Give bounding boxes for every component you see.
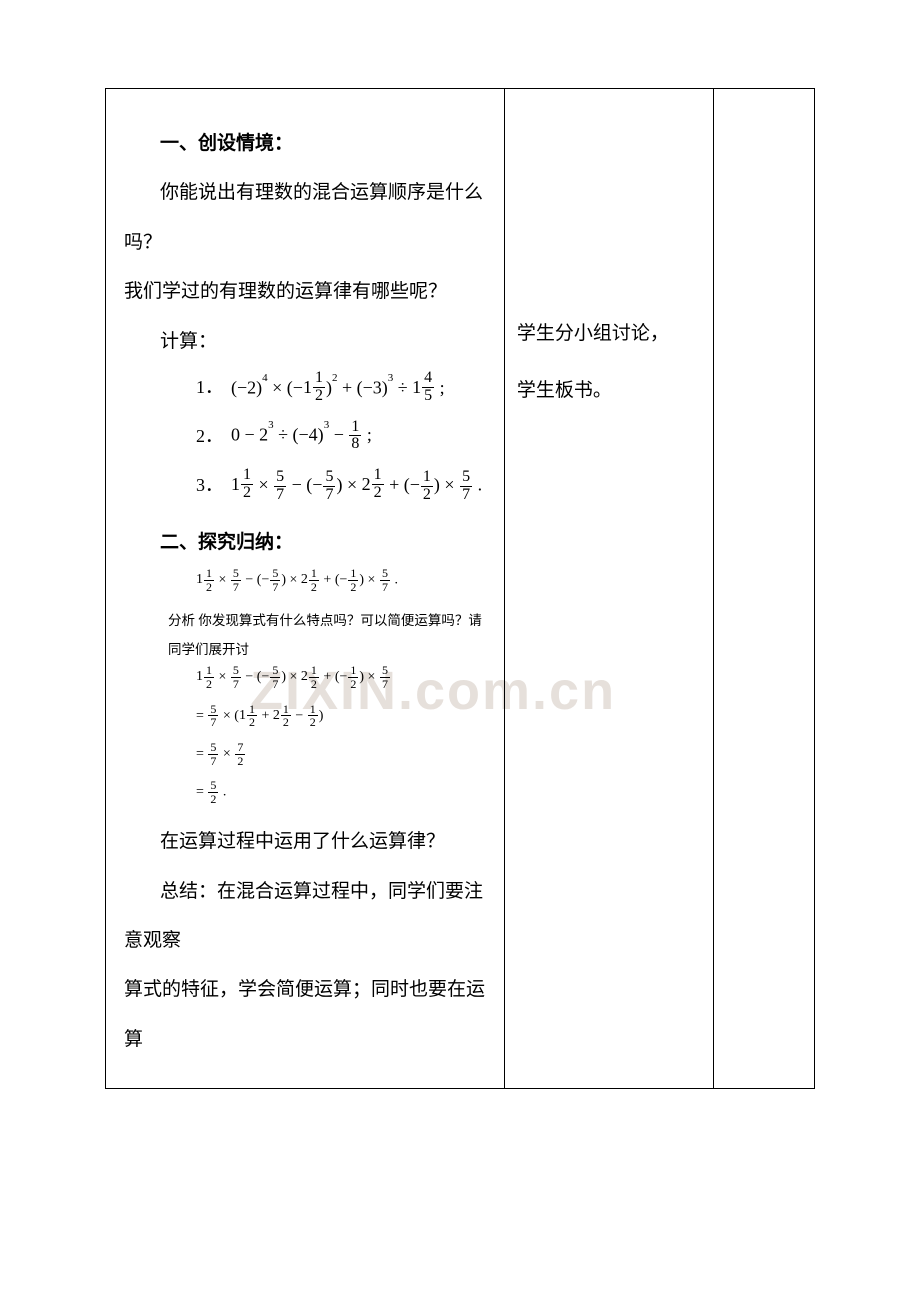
intro-question-2: 我们学过的有理数的运算律有哪些呢？ — [124, 267, 486, 316]
section-2-heading: 二、探究归纳： — [124, 518, 486, 567]
activity-block: 学生分小组讨论， 学生板书。 — [517, 305, 701, 419]
step-1-content: 112 × 57 − (−57) × 212 + (−12) × 57 — [196, 664, 391, 690]
step-3: = 57 × 72 — [196, 741, 486, 767]
document-table: 一、创设情境： 你能说出有理数的混合运算顺序是什么吗？ 我们学过的有理数的运算律… — [105, 88, 815, 1089]
student-activity-column: 学生分小组讨论， 学生板书。 — [505, 89, 714, 1088]
restate-formula-content: 112 × 57 − (−57) × 212 + (−12) × 57 . — [196, 567, 398, 593]
activity-text-2: 学生板书。 — [517, 362, 701, 419]
activity-text-1: 学生分小组讨论， — [517, 305, 701, 362]
summary-line-2: 算式的特征，学会简便运算；同时也要在运算 — [124, 965, 486, 1064]
item-number: 3． — [196, 476, 223, 494]
formula-1-content: (−2)4 × (−112)2 + (−3)3 ÷ 145 ; — [231, 370, 445, 405]
step-2: = 57 × (112 + 212 − 12) — [196, 703, 486, 729]
step-1: 112 × 57 − (−57) × 212 + (−12) × 57 — [196, 664, 486, 690]
step-4-content: = 52 . — [196, 779, 226, 805]
step-4: = 52 . — [196, 779, 486, 805]
item-number: 1． — [196, 378, 223, 396]
formula-list: 1． (−2)4 × (−112)2 + (−3)3 ÷ 145 ; 2． 0 … — [196, 370, 486, 504]
restate-formula: 112 × 57 − (−57) × 212 + (−12) × 57 . — [196, 567, 486, 593]
formula-3-content: 112 × 57 − (−57) × 212 + (−12) × 57 . — [231, 467, 482, 503]
section-1-heading: 一、创设情境： — [124, 119, 486, 168]
main-content-column: 一、创设情境： 你能说出有理数的混合运算顺序是什么吗？ 我们学过的有理数的运算律… — [106, 89, 505, 1088]
item-number: 2． — [196, 427, 223, 445]
intro-question-1: 你能说出有理数的混合运算顺序是什么吗？ — [124, 168, 486, 267]
formula-item-1: 1． (−2)4 × (−112)2 + (−3)3 ÷ 145 ; — [196, 370, 486, 405]
formula-item-2: 2． 0 − 23 ÷ (−4)3 − 18 ; — [196, 419, 486, 454]
analysis-text: 分析 你发现算式有什么特点吗？可以简便运算吗？请同学们展开讨 — [168, 607, 486, 664]
formula-2-content: 0 − 23 ÷ (−4)3 − 18 ; — [231, 419, 372, 454]
calculate-label: 计算： — [124, 317, 486, 366]
summary-line-1: 总结：在混合运算过程中，同学们要注意观察 — [124, 867, 486, 966]
formula-item-3: 3． 112 × 57 − (−57) × 212 + (−12) × 57 . — [196, 467, 486, 503]
solution-steps: 112 × 57 − (−57) × 212 + (−12) × 57 = 57… — [196, 664, 486, 805]
restate-formula-row: 112 × 57 − (−57) × 212 + (−12) × 57 . — [196, 567, 486, 593]
step-3-content: = 57 × 72 — [196, 741, 246, 767]
step-2-content: = 57 × (112 + 212 − 12) — [196, 703, 323, 729]
right-empty-column — [714, 89, 814, 1088]
end-question: 在运算过程中运用了什么运算律？ — [124, 817, 486, 866]
